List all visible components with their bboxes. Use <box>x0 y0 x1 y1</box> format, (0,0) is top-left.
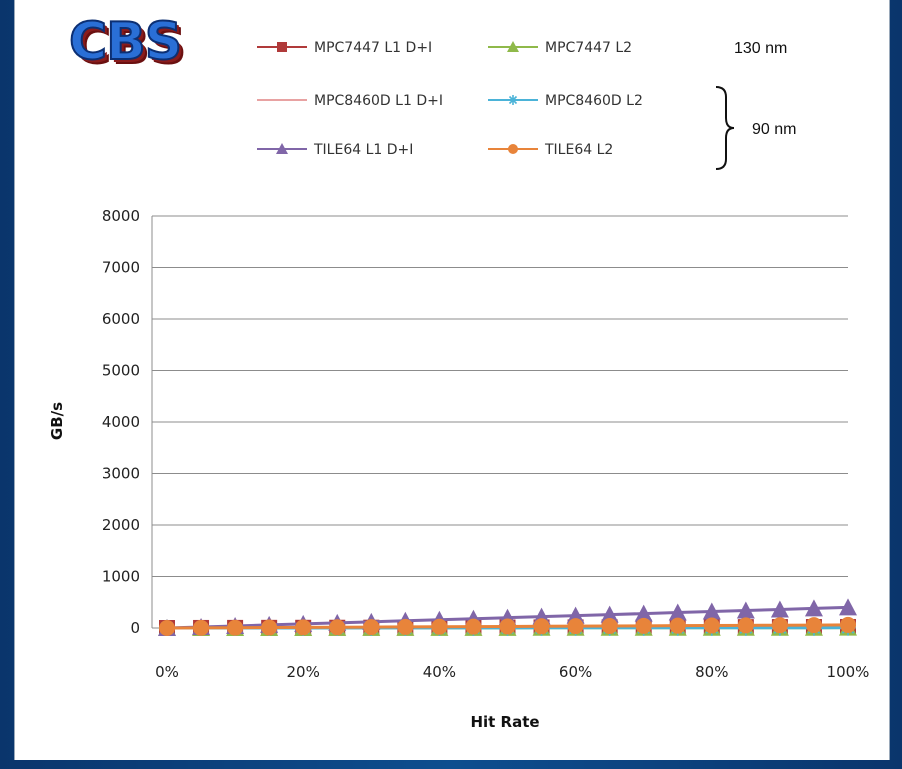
y-tick-label: 3000 <box>102 465 140 483</box>
data-point <box>431 618 448 635</box>
x-tick-label: 60% <box>559 663 592 681</box>
y-tick-label: 2000 <box>102 516 140 534</box>
series-layer <box>158 598 857 636</box>
y-tick-label: 1000 <box>102 568 140 586</box>
legend-label: MPC7447 L1 D+I <box>314 40 432 56</box>
x-tick-label: 80% <box>695 663 728 681</box>
x-axis-ticks: 0% 20% 40% 60% 80% 100% <box>155 663 869 681</box>
data-point <box>567 618 584 635</box>
data-point <box>499 618 516 635</box>
legend-item: MPC7447 L2 <box>488 40 632 56</box>
data-point <box>601 617 618 634</box>
legend-item: MPC8460D L1 D+I <box>257 93 443 109</box>
data-point <box>839 598 857 616</box>
y-tick-label: 5000 <box>102 362 140 380</box>
legend-item: MPC7447 L1 D+I <box>257 40 432 56</box>
legend-item: TILE64 L2 <box>488 142 613 158</box>
data-point <box>669 617 686 634</box>
legend-label: MPC8460D L2 <box>545 93 643 109</box>
data-point <box>770 600 789 618</box>
data-point <box>363 619 380 636</box>
x-tick-label: 100% <box>827 663 870 681</box>
data-point <box>771 617 788 634</box>
series-tile64-l2 <box>159 616 856 636</box>
data-point <box>668 603 687 621</box>
y-tick-label: 0 <box>130 619 140 637</box>
data-point <box>295 619 312 636</box>
legend-item: TILE64 L1 D+I <box>257 142 413 158</box>
data-point <box>261 619 278 636</box>
data-point <box>736 601 755 619</box>
data-point <box>703 617 720 634</box>
data-point <box>600 605 619 623</box>
data-point <box>805 617 822 634</box>
cbs-logo: CBS <box>68 12 183 72</box>
data-point <box>159 620 175 636</box>
y-axis-title: GB/s <box>48 402 66 440</box>
y-tick-label: 7000 <box>102 259 140 277</box>
data-point <box>635 617 652 634</box>
data-point <box>508 144 518 154</box>
data-point <box>507 41 519 52</box>
data-point <box>465 618 482 635</box>
data-point <box>566 606 585 624</box>
node-bracket <box>715 86 735 170</box>
data-point <box>277 42 287 52</box>
legend-label: TILE64 L1 D+I <box>313 142 413 158</box>
data-point <box>508 95 518 105</box>
y-tick-label: 8000 <box>102 207 140 225</box>
y-tick-label: 4000 <box>102 413 140 431</box>
legend-item: MPC8460D L2 <box>488 93 643 109</box>
data-point <box>397 618 414 635</box>
data-point <box>227 619 244 636</box>
data-point <box>840 616 856 633</box>
x-tick-label: 0% <box>155 663 179 681</box>
data-point <box>276 143 288 154</box>
legend-label: MPC7447 L2 <box>545 40 632 56</box>
data-point <box>329 619 346 636</box>
legend-label: MPC8460D L1 D+I <box>314 93 443 109</box>
node-90nm-note: 90 nm <box>752 121 796 138</box>
x-axis-title: Hit Rate <box>470 713 539 731</box>
data-point <box>737 617 754 634</box>
y-tick-label: 6000 <box>102 310 140 328</box>
data-point <box>702 602 721 620</box>
x-tick-label: 20% <box>287 663 320 681</box>
legend-label: TILE64 L2 <box>544 142 613 158</box>
data-point <box>804 599 823 617</box>
legend: MPC7447 L1 D+I MPC7447 L2 MPC8460D L1 D+I M… <box>257 40 643 158</box>
grid <box>151 215 848 629</box>
x-tick-label: 40% <box>423 663 456 681</box>
data-point <box>193 619 210 636</box>
data-point <box>634 604 653 622</box>
node-130nm-note: 130 nm <box>734 40 787 57</box>
data-point <box>533 618 550 635</box>
y-axis-ticks: 0 1000 2000 3000 4000 5000 6000 7000 8000 <box>102 207 140 637</box>
